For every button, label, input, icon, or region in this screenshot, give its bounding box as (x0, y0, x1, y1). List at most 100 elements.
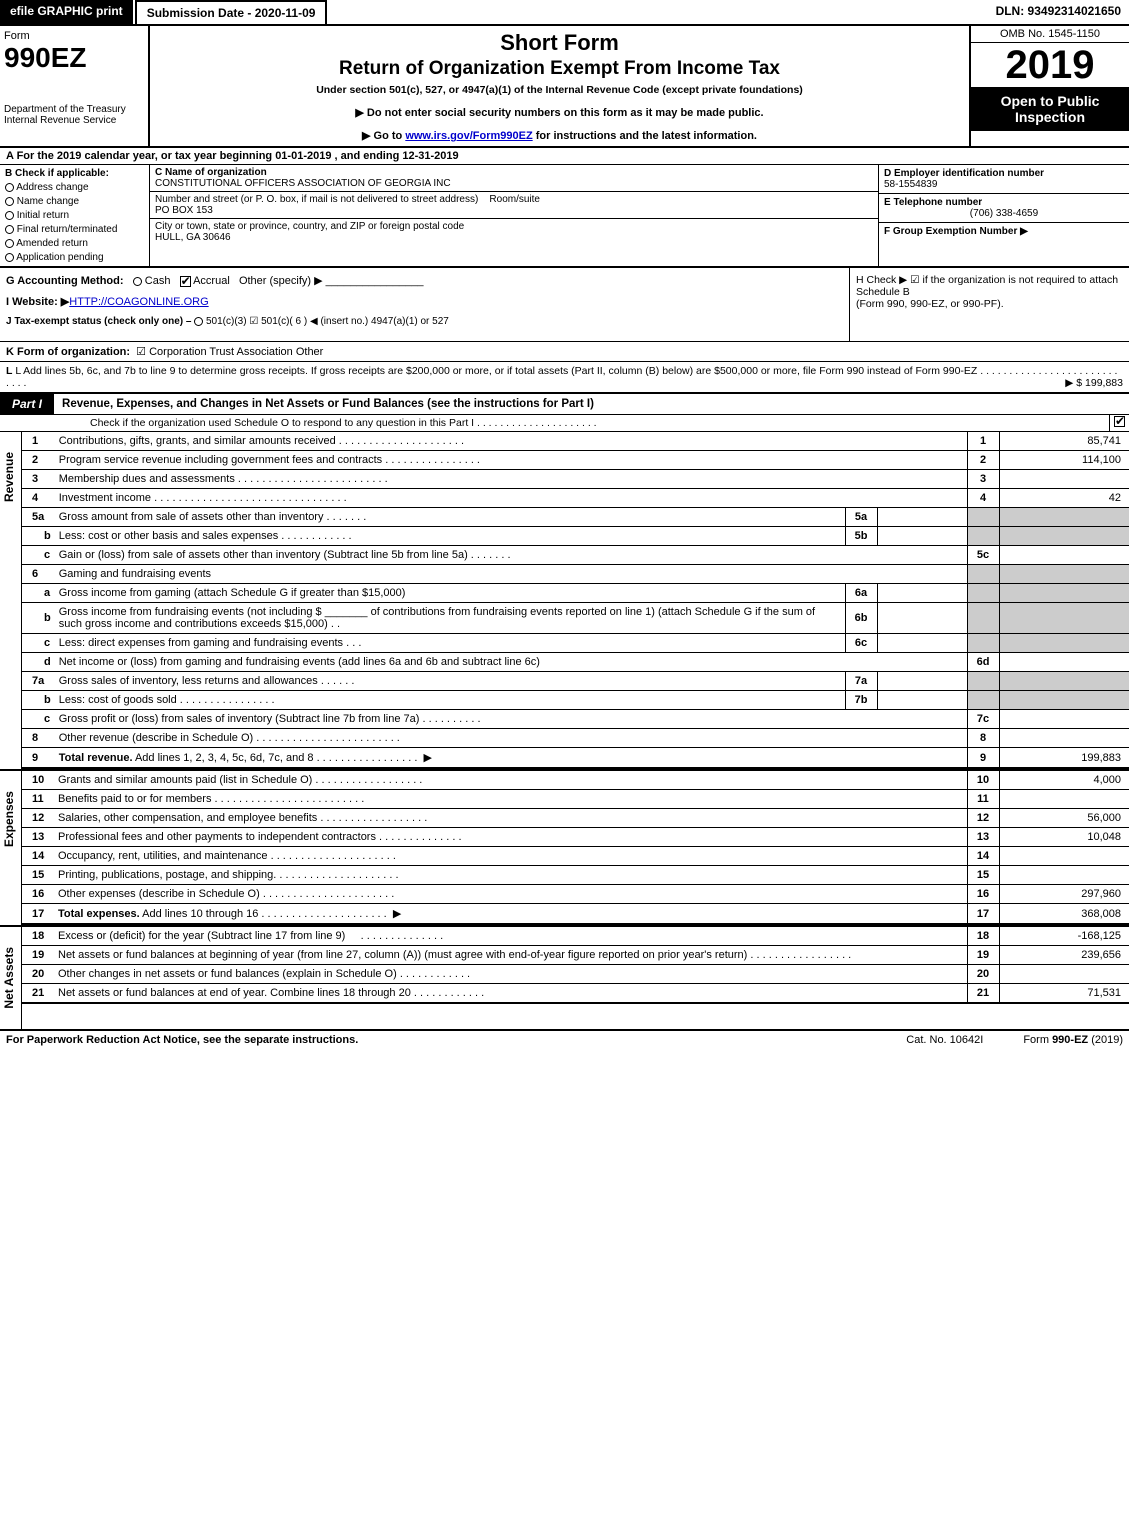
omb-number: OMB No. 1545-1150 (971, 26, 1129, 43)
part-1-header: Part I Revenue, Expenses, and Changes in… (0, 394, 1129, 415)
net-assets-side-label: Net Assets (0, 927, 22, 1029)
line-7a: 7a Gross sales of inventory, less return… (22, 672, 1129, 691)
title-short-form: Short Form (160, 30, 959, 56)
part-1-check[interactable] (1109, 415, 1129, 431)
section-h: H Check ▶ ☑ if the organization is not r… (849, 268, 1129, 341)
tel-row: E Telephone number (706) 338-4659 (879, 194, 1129, 223)
submission-date-button[interactable]: Submission Date - 2020-11-09 (135, 0, 328, 24)
line-7b: b Less: cost of goods sold . . . . . . .… (22, 691, 1129, 710)
opt-name-change[interactable]: Name change (5, 196, 144, 207)
ein-label: D Employer identification number (884, 168, 1044, 179)
line-17-value: 368,008 (999, 904, 1129, 925)
line-20-value (999, 965, 1129, 984)
line-14-value (999, 847, 1129, 866)
topbar-spacer (327, 0, 987, 24)
group-exemption-row: F Group Exemption Number ▶ (879, 223, 1129, 240)
info-grid: B Check if applicable: Address change Na… (0, 165, 1129, 268)
top-bar: efile GRAPHIC print Submission Date - 20… (0, 0, 1129, 26)
line-21: 21 Net assets or fund balances at end of… (22, 984, 1129, 1004)
line-6a: a Gross income from gaming (attach Sched… (22, 584, 1129, 603)
section-h-text1: H Check ▶ ☑ if the organization is not r… (856, 274, 1123, 298)
dln-label: DLN: 93492314021650 (988, 0, 1129, 24)
website-link[interactable]: HTTP://COAGONLINE.ORG (69, 296, 208, 308)
accounting-method-line: G Accounting Method: Cash Accrual Other … (6, 274, 843, 287)
arrow-ssn: ▶ Do not enter social security numbers o… (160, 106, 959, 119)
cash-radio[interactable] (133, 277, 142, 286)
org-city-value: HULL, GA 30646 (155, 232, 231, 243)
title-return: Return of Organization Exempt From Incom… (160, 58, 959, 80)
net-assets-section: Net Assets 18 Excess or (deficit) for th… (0, 927, 1129, 1031)
part-1-sub: Check if the organization used Schedule … (0, 415, 1109, 431)
goto-pre: ▶ Go to (362, 130, 405, 142)
section-d-e-f: D Employer identification number 58-1554… (879, 165, 1129, 266)
footer-paperwork: For Paperwork Reduction Act Notice, see … (6, 1034, 906, 1046)
line-12: 12 Salaries, other compensation, and emp… (22, 809, 1129, 828)
line-10-value: 4,000 (999, 771, 1129, 790)
line-9: 9 Total revenue. Total revenue. Add line… (22, 748, 1129, 769)
org-city-row: City or town, state or province, country… (150, 219, 878, 245)
g-i-left: G Accounting Method: Cash Accrual Other … (0, 268, 849, 341)
line-7c: c Gross profit or (loss) from sales of i… (22, 710, 1129, 729)
ein-value: 58-1554839 (884, 179, 937, 190)
website-line: I Website: ▶HTTP://COAGONLINE.ORG (6, 295, 843, 308)
expenses-table: 10 Grants and similar amounts paid (list… (22, 771, 1129, 925)
section-b: B Check if applicable: Address change Na… (0, 165, 150, 266)
section-b-header: B Check if applicable: (5, 168, 144, 179)
line-8: 8 Other revenue (describe in Schedule O)… (22, 729, 1129, 748)
line-2-value: 114,100 (999, 451, 1129, 470)
irs-link[interactable]: www.irs.gov/Form990EZ (405, 130, 532, 142)
accrual-checkbox[interactable] (180, 276, 191, 287)
opt-initial-return[interactable]: Initial return (5, 210, 144, 221)
expenses-side-label: Expenses (0, 771, 22, 925)
line-18-value: -168,125 (999, 927, 1129, 946)
line-5a: 5a Gross amount from sale of assets othe… (22, 508, 1129, 527)
line-16: 16 Other expenses (describe in Schedule … (22, 885, 1129, 904)
line-12-value: 56,000 (999, 809, 1129, 828)
org-addr-value: PO BOX 153 (155, 205, 213, 216)
revenue-section: Revenue 1 Contributions, gifts, grants, … (0, 432, 1129, 771)
efile-print-button[interactable]: efile GRAPHIC print (0, 0, 135, 24)
expenses-section: Expenses 10 Grants and similar amounts p… (0, 771, 1129, 927)
gross-receipts-amount: ▶ $ 199,883 (1065, 377, 1123, 389)
form-number: 990EZ (4, 42, 144, 74)
revenue-table: 1 Contributions, gifts, grants, and simi… (22, 432, 1129, 769)
line-6d: d Net income or (loss) from gaming and f… (22, 653, 1129, 672)
line-2: 2 Program service revenue including gove… (22, 451, 1129, 470)
line-3-value (999, 470, 1129, 489)
line-5b: b Less: cost or other basis and sales ex… (22, 527, 1129, 546)
line-16-value: 297,960 (999, 885, 1129, 904)
tel-value: (706) 338-4659 (884, 208, 1124, 219)
org-addr-label: Number and street (or P. O. box, if mail… (155, 194, 478, 205)
line-6: 6 Gaming and fundraising events (22, 565, 1129, 584)
line-6c: c Less: direct expenses from gaming and … (22, 634, 1129, 653)
tax-year: 2019 (971, 43, 1129, 87)
line-21-value: 71,531 (999, 984, 1129, 1004)
dept-treasury: Department of the Treasury (4, 104, 144, 115)
arrow-goto: ▶ Go to www.irs.gov/Form990EZ for instru… (160, 129, 959, 142)
goto-post: for instructions and the latest informat… (533, 130, 757, 142)
part-1-title: Revenue, Expenses, and Changes in Net As… (54, 398, 594, 410)
opt-final-return[interactable]: Final return/terminated (5, 224, 144, 235)
header-mid: Short Form Return of Organization Exempt… (150, 26, 969, 146)
subtitle-section: Under section 501(c), 527, or 4947(a)(1)… (160, 84, 959, 96)
tax-exempt-status-line: J Tax-exempt status (check only one) – 5… (6, 316, 843, 327)
line-13: 13 Professional fees and other payments … (22, 828, 1129, 847)
section-h-text2: (Form 990, 990-EZ, or 990-PF). (856, 298, 1123, 310)
opt-amended-return[interactable]: Amended return (5, 238, 144, 249)
line-14: 14 Occupancy, rent, utilities, and maint… (22, 847, 1129, 866)
org-name-value: CONSTITUTIONAL OFFICERS ASSOCIATION OF G… (155, 178, 451, 189)
room-label: Room/suite (489, 194, 540, 205)
ein-row: D Employer identification number 58-1554… (879, 165, 1129, 194)
opt-application-pending[interactable]: Application pending (5, 252, 144, 263)
line-19: 19 Net assets or fund balances at beginn… (22, 946, 1129, 965)
line-9-value: 199,883 (999, 748, 1129, 769)
part-1-tab: Part I (0, 394, 54, 414)
header-right: OMB No. 1545-1150 2019 Open to Public In… (969, 26, 1129, 146)
line-15-value (999, 866, 1129, 885)
section-l-row: L L Add lines 5b, 6c, and 7b to line 9 t… (0, 362, 1129, 394)
footer: For Paperwork Reduction Act Notice, see … (0, 1031, 1129, 1049)
header-left: Form 990EZ Department of the Treasury In… (0, 26, 150, 146)
org-name-row: C Name of organization CONSTITUTIONAL OF… (150, 165, 878, 192)
line-5c: c Gain or (loss) from sale of assets oth… (22, 546, 1129, 565)
opt-address-change[interactable]: Address change (5, 182, 144, 193)
